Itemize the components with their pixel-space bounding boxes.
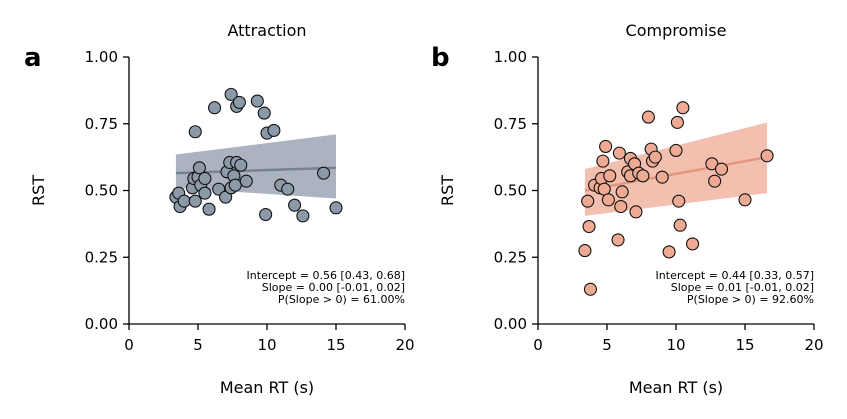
data-point: [669, 143, 683, 157]
data-point: [673, 218, 687, 232]
x-tick-label: 15: [326, 336, 345, 354]
y-tick-label: 0.75: [494, 115, 527, 133]
data-point: [578, 244, 592, 258]
stats-annotation: Intercept = 0.56 [0.43, 0.68]: [247, 269, 405, 282]
stats-annotation: Intercept = 0.44 [0.33, 0.57]: [656, 269, 814, 282]
data-point: [641, 110, 655, 124]
x-axis-label: Mean RT (s): [629, 378, 723, 397]
y-tick-label: 1.00: [85, 48, 118, 66]
data-point: [188, 125, 202, 139]
data-point: [177, 194, 191, 208]
x-tick-label: 20: [804, 336, 823, 354]
y-tick-label: 0.75: [85, 115, 118, 133]
data-point: [329, 201, 343, 215]
data-point: [234, 158, 248, 172]
data-point: [198, 171, 212, 186]
data-point: [267, 123, 281, 137]
x-tick-label: 15: [735, 336, 754, 354]
data-point: [655, 170, 669, 184]
data-point: [208, 101, 222, 115]
data-point: [629, 205, 643, 219]
regression-line: [584, 155, 768, 192]
data-point: [228, 178, 242, 192]
data-point: [596, 154, 610, 168]
panel-compromise: 0 5 10 15 20 0.00 0.25 0.50 0.75 1.00 Compromise b M…: [431, 21, 824, 397]
y-tick-label: 0.00: [494, 315, 527, 333]
data-point: [738, 193, 752, 207]
data-point: [198, 186, 212, 200]
data-point: [601, 193, 615, 207]
data-point: [581, 194, 595, 208]
data-point: [760, 149, 774, 163]
data-point: [259, 207, 273, 222]
data-point: [296, 209, 310, 223]
data-point: [188, 194, 202, 208]
y-tick-label: 0.25: [494, 248, 527, 266]
x-tick-label: 10: [257, 336, 276, 354]
data-point: [599, 139, 613, 153]
data-point: [670, 115, 684, 129]
x-axis-label: Mean RT (s): [220, 378, 314, 397]
y-tick-label: 0.25: [85, 248, 118, 266]
data-point: [582, 219, 596, 234]
x-tick-label: 0: [124, 336, 134, 354]
y-tick-label: 0.00: [85, 315, 118, 333]
data-point: [662, 245, 676, 259]
panel-letter: a: [24, 43, 42, 73]
y-tick-label: 1.00: [494, 48, 527, 66]
x-tick-label: 5: [193, 336, 203, 354]
data-point: [612, 146, 626, 160]
y-axis-label: RST: [29, 175, 48, 206]
data-point: [614, 199, 628, 214]
confidence-band: [584, 122, 768, 216]
x-tick-label: 5: [602, 336, 612, 354]
data-point: [583, 282, 597, 296]
y-tick-label: 0.50: [494, 182, 527, 200]
x-tick-label: 20: [395, 336, 414, 354]
y-axis-label: RST: [438, 175, 457, 206]
panel-title: Attraction: [227, 21, 306, 40]
data-point: [317, 166, 331, 180]
data-point: [603, 169, 617, 183]
x-tick-label: 0: [533, 336, 543, 354]
data-point: [615, 185, 629, 199]
stats-annotation: P(Slope > 0) = 92.60%: [687, 293, 814, 306]
data-point: [676, 101, 690, 115]
data-point: [257, 106, 271, 120]
data-point: [250, 94, 264, 108]
data-point: [239, 174, 253, 188]
data-point: [232, 95, 246, 109]
data-point: [672, 194, 686, 208]
panel-title: Compromise: [626, 21, 727, 40]
data-point: [192, 161, 206, 175]
stats-annotation: Slope = 0.00 [-0.01, 0.02]: [262, 281, 405, 294]
panel-attraction: 0 5 10 15 20 0.00 0.25 0.50 0.75 1.00 Attraction a M…: [24, 21, 415, 397]
data-point: [648, 150, 662, 164]
stats-annotation: P(Slope > 0) = 61.00%: [278, 293, 405, 306]
x-tick-label: 10: [666, 336, 685, 354]
data-point: [202, 202, 216, 216]
data-point: [686, 237, 700, 251]
data-point: [708, 174, 722, 188]
data-point: [224, 87, 238, 101]
data-point: [611, 233, 625, 247]
data-point: [636, 169, 650, 183]
data-point: [281, 182, 295, 196]
y-tick-label: 0.50: [85, 182, 118, 200]
data-point: [714, 162, 729, 176]
stats-annotation: Slope = 0.01 [-0.01, 0.02]: [671, 281, 814, 294]
confidence-band: [175, 134, 336, 199]
panel-letter: b: [431, 43, 450, 73]
data-point: [288, 198, 302, 212]
